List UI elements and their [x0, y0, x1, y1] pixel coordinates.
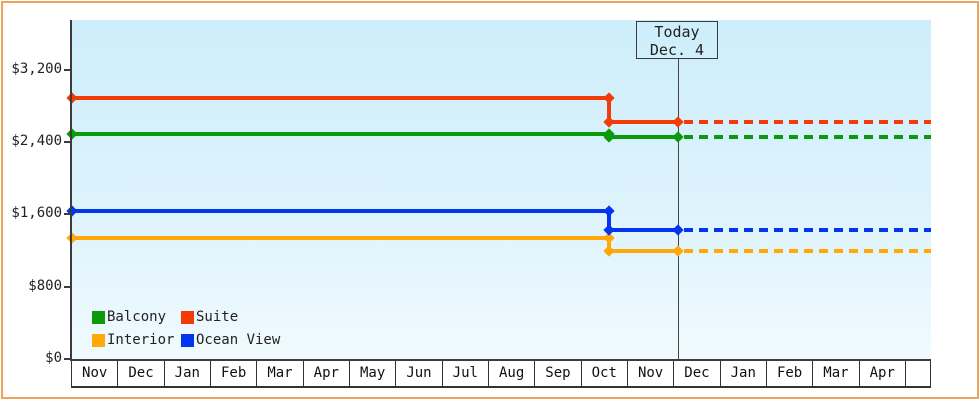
month-cell: Aug [487, 361, 534, 386]
series-line-segment [72, 131, 610, 136]
month-cell: Feb [209, 361, 256, 386]
y-tick-mark [64, 68, 71, 71]
series-line-segment [72, 95, 610, 100]
plot-area [72, 20, 931, 359]
y-tick-mark [64, 285, 71, 288]
legend: Balcony Suite Interior Ocean View [92, 309, 280, 348]
interior-color-swatch [92, 333, 105, 347]
y-axis-line [70, 20, 72, 361]
month-cell: Mar [256, 361, 302, 386]
month-cell: Dec [673, 361, 719, 386]
legend-item-ocean-view: Ocean View [181, 332, 280, 348]
y-tick-label: $1,600 [11, 205, 62, 222]
today-line [678, 58, 679, 359]
month-cell: Apr [302, 361, 349, 386]
series-step-segment [607, 97, 612, 123]
month-cell: Apr [858, 361, 905, 386]
month-cell: Feb [765, 361, 812, 386]
ocean-view-color-swatch [181, 333, 194, 347]
legend-item-balcony: Balcony [92, 309, 181, 325]
y-tick-label: $800 [28, 277, 62, 294]
y-tick-mark [64, 141, 71, 143]
month-cell: Oct [580, 361, 627, 386]
suite-color-swatch [181, 310, 194, 324]
series-forecast-dashed-line [683, 248, 931, 253]
series-forecast-dashed-line [683, 120, 931, 125]
series-forecast-dashed-line [683, 227, 931, 232]
legend-label: Interior [107, 332, 175, 348]
today-label-line2: Dec. 4 [649, 41, 705, 59]
month-cell: Dec [117, 361, 163, 386]
today-label-line1: Today [654, 23, 700, 41]
series-line-segment [609, 248, 678, 253]
month-cell: Mar [812, 361, 858, 386]
month-cell: Jun [395, 361, 441, 386]
month-cell: Jul [441, 361, 488, 386]
legend-label: Suite [196, 309, 239, 325]
month-cell: Jan [163, 361, 210, 386]
month-cell: Nov [71, 361, 117, 386]
series-line-segment [72, 208, 610, 213]
y-tick-label: $3,200 [11, 60, 62, 77]
month-cell-empty [904, 361, 931, 386]
month-cell: Jan [719, 361, 766, 386]
series-line-segment [609, 135, 678, 140]
today-label-box: Today Dec. 4 [636, 21, 718, 59]
series-line-segment [609, 227, 678, 232]
month-cell: May [348, 361, 395, 386]
y-tick-label: $0 [45, 350, 62, 366]
series-forecast-dashed-line [683, 135, 931, 140]
series-step-segment [607, 237, 612, 251]
month-cell: Sep [534, 361, 580, 386]
legend-label: Balcony [107, 309, 167, 325]
month-cell: Nov [626, 361, 673, 386]
x-axis-month-row: Nov Dec Jan Feb Mar Apr May Jun Jul Aug Sep Oct Nov D… [71, 359, 931, 388]
series-line-segment [72, 235, 610, 240]
y-tick-mark [64, 213, 71, 216]
balcony-color-swatch [92, 310, 105, 324]
legend-item-interior: Interior [92, 332, 181, 348]
series-line-segment [609, 120, 678, 125]
legend-label: Ocean View [196, 332, 281, 348]
y-tick-label: $2,400 [11, 133, 62, 149]
y-tick-mark [64, 358, 71, 360]
series-step-segment [607, 210, 612, 230]
legend-item-suite: Suite [181, 309, 280, 325]
